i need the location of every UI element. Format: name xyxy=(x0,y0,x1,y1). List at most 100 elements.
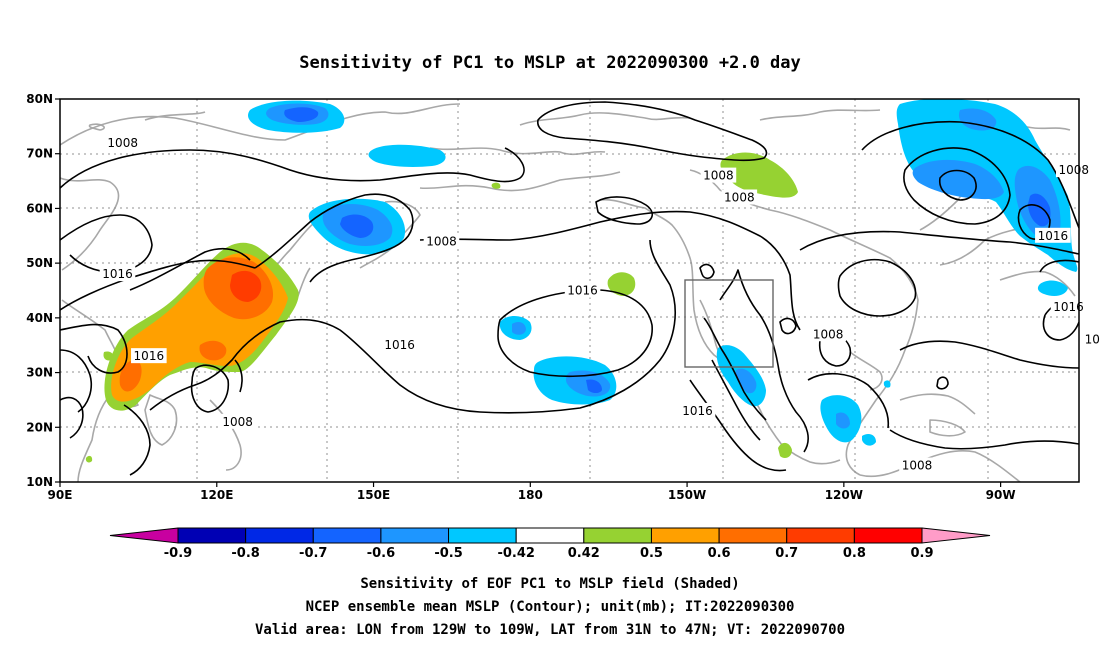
colorbar-swatch xyxy=(380,527,450,544)
colorbar-level-label: 0.9 xyxy=(910,546,933,561)
contour-label-text: 1008 xyxy=(724,190,755,204)
colorbar-swatch xyxy=(583,527,652,544)
coastlines xyxy=(60,103,1076,482)
lat-tick-label: 70N xyxy=(26,147,53,161)
colorbar-swatch xyxy=(312,527,382,544)
lat-tick-label: 60N xyxy=(26,201,53,215)
colorbar-swatch xyxy=(650,527,720,544)
lon-tick-label: 150W xyxy=(668,488,706,502)
contour-label: 1016 xyxy=(1082,331,1100,347)
contour-label: 1008 xyxy=(104,134,141,150)
colorbar-level-label: 0.42 xyxy=(568,546,600,561)
contour-label: 1016 xyxy=(99,266,136,282)
contour-label-bg xyxy=(700,167,737,183)
valid-area-box xyxy=(684,279,774,368)
contour-label: 1016 xyxy=(1050,298,1087,314)
colorbar-level-label: 0.8 xyxy=(843,546,866,561)
colorbar-level-label: 0.6 xyxy=(708,546,731,561)
colorbar-level-label: -0.8 xyxy=(231,546,259,561)
lon-tick-label: 150E xyxy=(357,488,390,502)
contour-label-text: 1016 xyxy=(1053,300,1084,314)
contour-label-text: 1016 xyxy=(134,349,165,363)
colorbar-swatch xyxy=(245,527,314,544)
colorbar-swatch xyxy=(515,527,585,544)
colorbar-swatch xyxy=(786,527,855,544)
colorbar-level-label: -0.5 xyxy=(434,546,462,561)
contour-label-text: 1016 xyxy=(1085,333,1100,347)
lat-tick-label: 80N xyxy=(26,92,53,106)
contour-label: 1008 xyxy=(423,233,460,249)
colorbar-swatch xyxy=(718,527,788,544)
contour-label-text: 1008 xyxy=(902,459,933,473)
contour-label-text: 1008 xyxy=(107,136,138,150)
colorbar-swatch xyxy=(448,527,517,544)
contour-label-bg xyxy=(99,266,136,282)
map-panel: 1008 1016 1016 1008 1016 1008 1016 1016 1008 1008… xyxy=(26,92,1100,502)
figure-title: Sensitivity of PC1 to MSLP at 2022090300… xyxy=(299,53,801,73)
colorbar-level-label: -0.6 xyxy=(367,546,395,561)
contour-label: 1016 xyxy=(1035,227,1071,243)
lat-tick-label: 20N xyxy=(26,420,53,434)
contour-label-text: 1008 xyxy=(703,169,734,183)
contour-label-bg xyxy=(131,348,167,364)
contour-label: 1016 xyxy=(131,348,167,364)
caption-line-3: Valid area: LON from 129W to 109W, LAT f… xyxy=(255,622,845,638)
contour-label-text: 1016 xyxy=(384,338,415,352)
positive-sensitivity-shading xyxy=(85,152,798,463)
contour-label: 1008 xyxy=(721,189,758,205)
colorbar-level-label: 0.5 xyxy=(640,546,663,561)
lon-tick-label: 90E xyxy=(48,488,73,502)
contour-label-text: 1008 xyxy=(222,415,253,429)
contour-label-bg xyxy=(104,134,141,150)
lon-tick-label: 180 xyxy=(518,488,543,502)
colorbar-level-label: -0.42 xyxy=(497,546,534,561)
contour-label-text: 1016 xyxy=(567,284,598,298)
contour-label-bg xyxy=(564,282,601,298)
colorbar-swatch xyxy=(177,527,247,544)
contour-label: 1008 xyxy=(899,457,935,473)
contour-label-bg xyxy=(423,233,460,249)
caption-line-2: NCEP ensemble mean MSLP (Contour); unit(… xyxy=(306,599,795,615)
contour-label: 1016 xyxy=(381,337,418,353)
lat-tick-label: 50N xyxy=(26,256,53,270)
caption-line-1: Sensitivity of EOF PC1 to MSLP field (Sh… xyxy=(360,576,739,592)
contour-label-bg xyxy=(899,457,935,473)
contour-label-text: 1008 xyxy=(426,234,457,248)
lon-tick-label: 120E xyxy=(200,488,233,502)
contour-labels: 1008 1016 1016 1008 1016 1008 1016 1016 1008 1008… xyxy=(99,134,1100,473)
contour-label: 1008 xyxy=(1055,162,1092,178)
contour-label: 1008 xyxy=(810,326,846,342)
colorbar-level-label: -0.7 xyxy=(299,546,327,561)
contour-label-bg xyxy=(1055,162,1092,178)
contour-label: 1008 xyxy=(219,413,256,429)
contour-label-bg xyxy=(219,413,256,429)
contour-label-bg xyxy=(810,326,846,342)
contour-label-text: 1016 xyxy=(682,404,713,418)
lon-tick-label: 90W xyxy=(986,488,1016,502)
colorbar-level-label: -0.9 xyxy=(164,546,192,561)
lat-tick-label: 30N xyxy=(26,366,53,380)
colorbar-under-triangle xyxy=(109,527,179,544)
colorbar: -0.9 -0.8 -0.7 -0.6 -0.5 -0.42 0.42 0.5 0.6 0.7 0.… xyxy=(109,527,991,561)
contour-label: 1016 xyxy=(564,282,601,298)
contour-label: 1008 xyxy=(700,167,737,183)
colorbar-over-triangle xyxy=(921,527,991,544)
colorbar-level-label: 0.7 xyxy=(775,546,798,561)
lat-tick-label: 10N xyxy=(26,475,53,489)
contour-label-bg xyxy=(1082,331,1100,347)
lon-tick-label: 120W xyxy=(825,488,863,502)
contour-label: 1016 xyxy=(679,402,716,418)
map-frame xyxy=(59,98,1080,483)
contour-label-bg xyxy=(721,189,758,205)
negative-sensitivity-shading xyxy=(248,99,1078,446)
captions: Sensitivity of EOF PC1 to MSLP field (Sh… xyxy=(255,576,845,638)
colorbar-swatch xyxy=(853,527,923,544)
contour-label-bg xyxy=(1035,227,1071,243)
contour-label-bg xyxy=(1050,298,1087,314)
map-ticks: 90E120E150E180150W120W90W60W10N20N30N40N… xyxy=(26,92,1016,502)
contour-label-bg xyxy=(679,402,716,418)
mslp-contours xyxy=(60,101,1079,476)
lat-tick-label: 40N xyxy=(26,311,53,325)
contour-label-text: 1016 xyxy=(1038,229,1069,243)
